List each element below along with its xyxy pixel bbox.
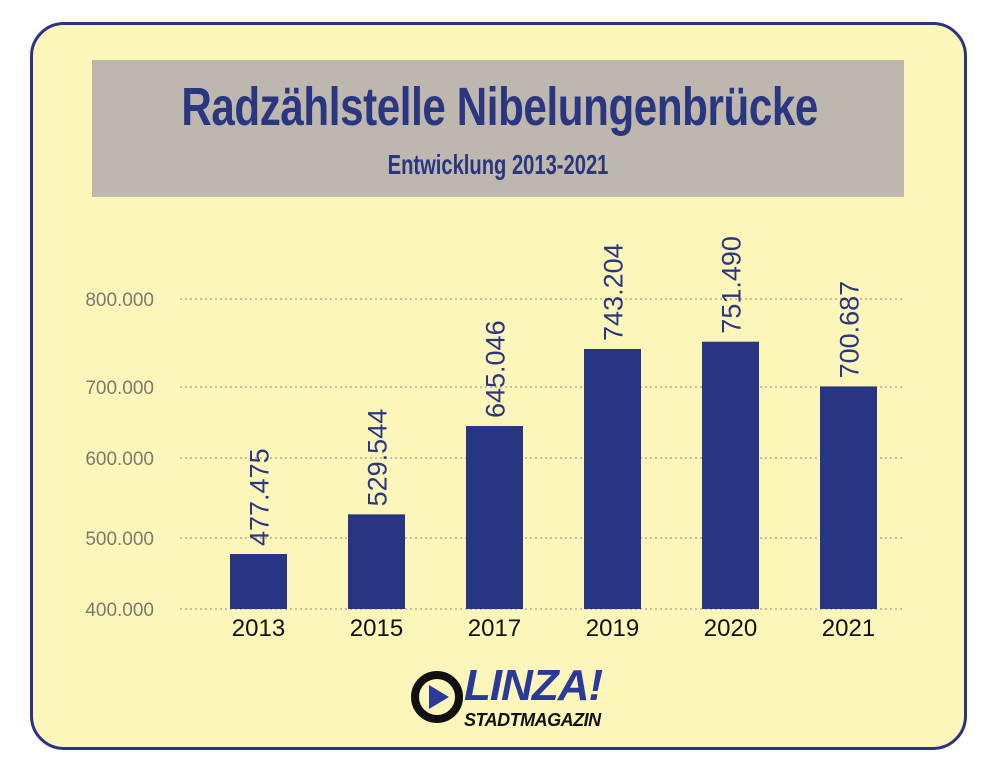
logo-tagline: STADTMAGAZIN xyxy=(464,710,601,730)
chart-title: Radzählstelle Nibelungenbrücke xyxy=(181,77,818,137)
bar xyxy=(230,553,287,609)
bar xyxy=(820,386,877,609)
x-tick-label: 2021 xyxy=(822,615,875,642)
x-tick-label: 2020 xyxy=(704,615,757,642)
data-label: 700.687 xyxy=(835,281,865,379)
bar xyxy=(702,341,759,609)
y-tick-label: 700.000 xyxy=(85,378,154,399)
linza-logo: LINZA! STADTMAGAZIN xyxy=(410,664,640,734)
y-tick-label: 500.000 xyxy=(85,529,154,550)
x-tick-label: 2017 xyxy=(468,615,521,642)
x-tick-label: 2015 xyxy=(350,615,403,642)
bar xyxy=(466,426,523,609)
data-label: 645.046 xyxy=(481,320,511,418)
bar xyxy=(348,514,405,609)
data-label: 751.490 xyxy=(717,236,747,334)
data-label: 529.544 xyxy=(363,409,393,507)
logo-name: LINZA! xyxy=(464,661,603,710)
x-tick-label: 2019 xyxy=(586,615,639,642)
y-tick-label: 400.000 xyxy=(85,600,154,621)
data-label: 477.475 xyxy=(245,448,275,546)
x-tick-label: 2013 xyxy=(232,615,285,642)
bar xyxy=(584,348,641,609)
chart-subtitle: Entwicklung 2013-2021 xyxy=(387,149,609,180)
title-box: Radzählstelle Nibelungenbrücke Entwicklu… xyxy=(92,60,904,197)
y-tick-label: 600.000 xyxy=(85,449,154,470)
y-tick-label: 800.000 xyxy=(85,290,154,311)
data-label: 743.204 xyxy=(599,243,629,341)
play-circle-icon xyxy=(411,671,463,723)
